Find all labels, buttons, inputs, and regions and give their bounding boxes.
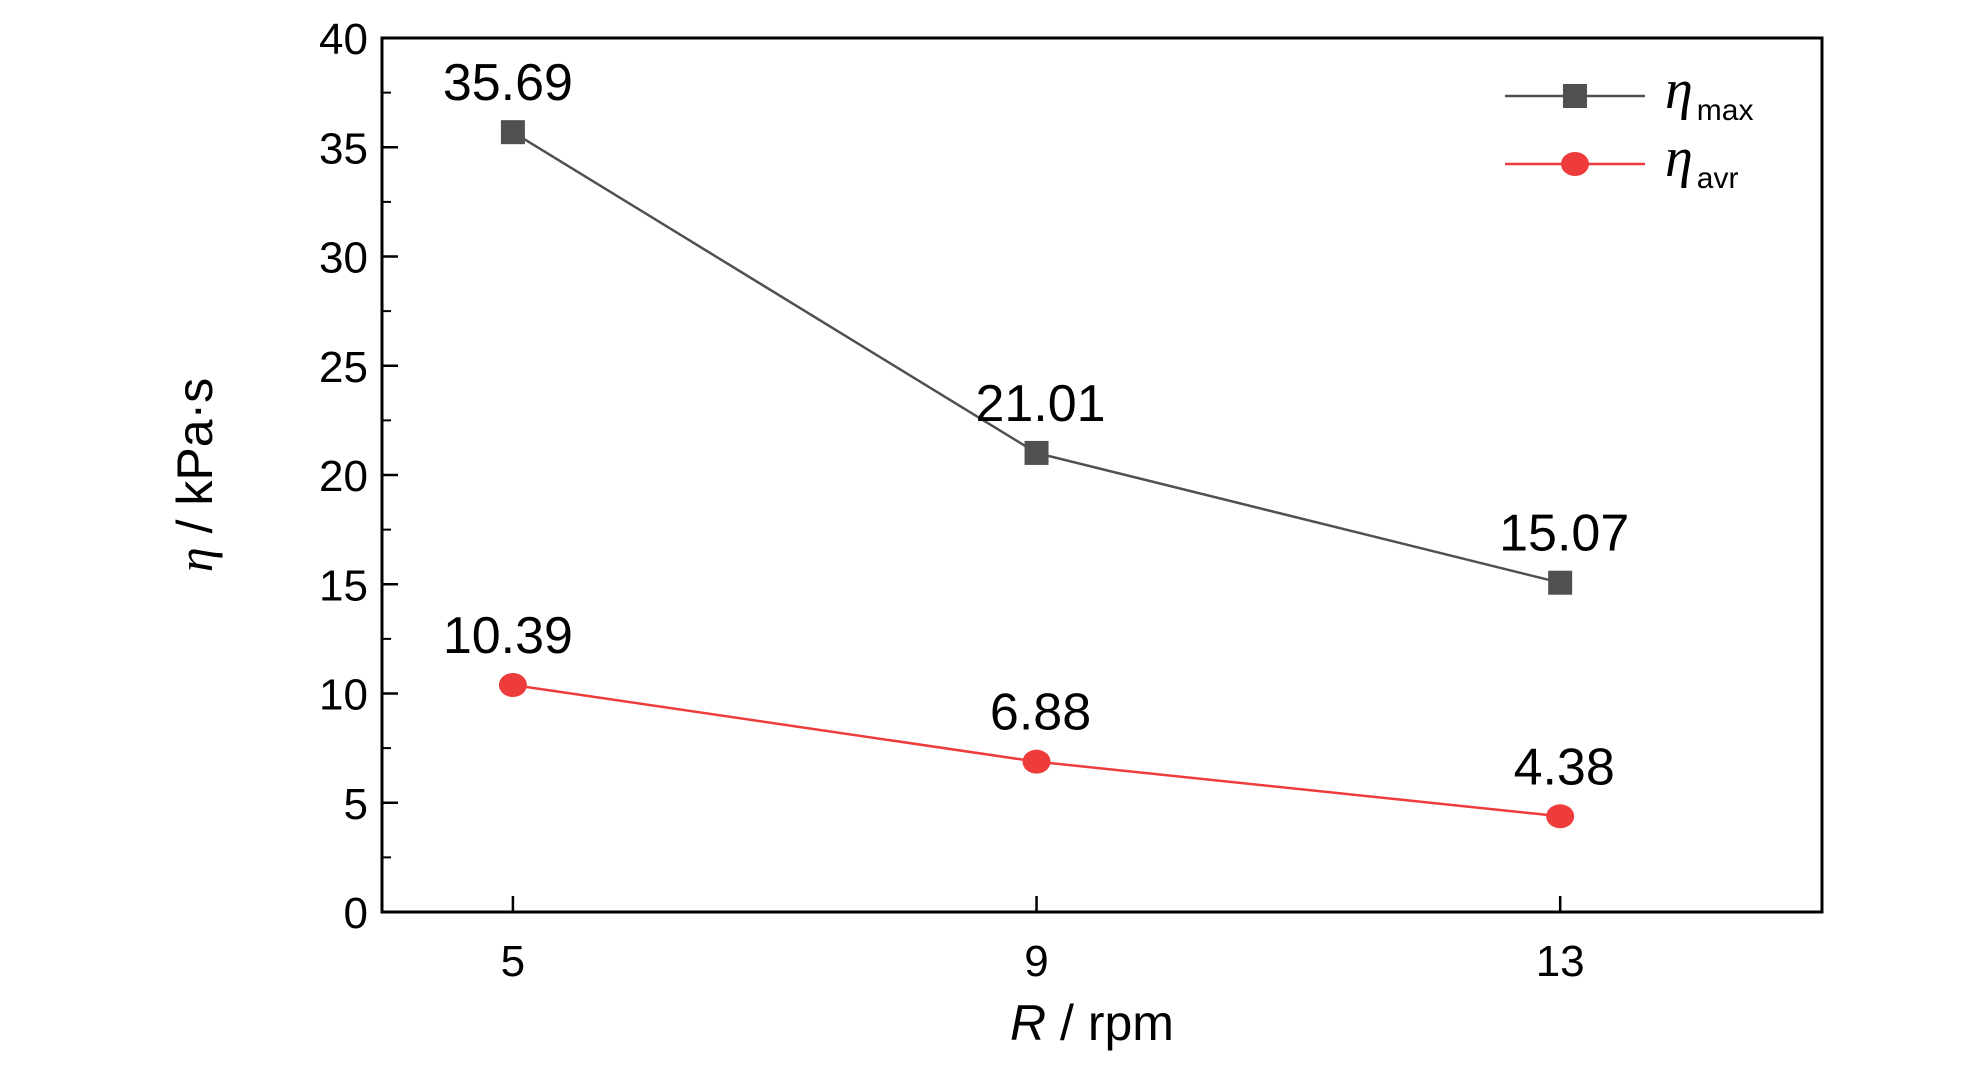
legend-avr-label: η avr xyxy=(1665,127,1738,195)
legend-max-marker xyxy=(1563,84,1587,108)
series-avr-point xyxy=(1546,804,1575,829)
legend-max-subscript: max xyxy=(1697,94,1754,127)
y-tick-label: 10 xyxy=(319,671,368,720)
y-tick-label: 25 xyxy=(319,343,368,392)
data-label-max: 15.07 xyxy=(1499,505,1629,563)
series-max-point xyxy=(500,120,525,145)
y-axis-title: η / kPa·s xyxy=(167,378,223,572)
x-axis-title-var: R xyxy=(1010,995,1046,1051)
legend-max-symbol: η xyxy=(1665,59,1693,121)
x-axis-title-unit: / rpm xyxy=(1046,995,1174,1051)
y-tick-label: 20 xyxy=(319,452,368,501)
legend-avr-marker xyxy=(1561,152,1589,176)
y-tick-label: 40 xyxy=(319,15,368,64)
y-tick-label: 30 xyxy=(319,234,368,283)
series-max-point xyxy=(1024,440,1049,465)
y-tick-label: 35 xyxy=(319,124,368,173)
series-avr-point xyxy=(1022,749,1051,774)
y-axis-title-var: η xyxy=(167,547,223,572)
y-tick-label: 5 xyxy=(344,780,368,829)
x-tick-label: 13 xyxy=(1536,937,1585,986)
x-tick-label: 5 xyxy=(501,937,525,986)
legend-avr-subscript: avr xyxy=(1697,162,1739,195)
series-avr-point xyxy=(498,672,527,697)
x-tick-label: 9 xyxy=(1024,937,1048,986)
legend-max-label: η max xyxy=(1665,59,1753,127)
series-max-line xyxy=(512,131,1561,584)
x-axis-title: R / rpm xyxy=(1010,995,1174,1051)
legend-avr-symbol: η xyxy=(1665,127,1693,189)
y-tick-label: 0 xyxy=(344,889,368,938)
data-label-max: 35.69 xyxy=(443,54,573,112)
y-axis-title-unit: / kPa·s xyxy=(167,378,223,547)
data-label-avr: 6.88 xyxy=(990,684,1091,742)
y-tick-label: 15 xyxy=(319,561,368,610)
data-label-max: 21.01 xyxy=(975,375,1105,433)
data-label-avr: 4.38 xyxy=(1514,738,1615,796)
series-max-point xyxy=(1548,570,1573,595)
data-label-avr: 10.39 xyxy=(443,607,573,665)
